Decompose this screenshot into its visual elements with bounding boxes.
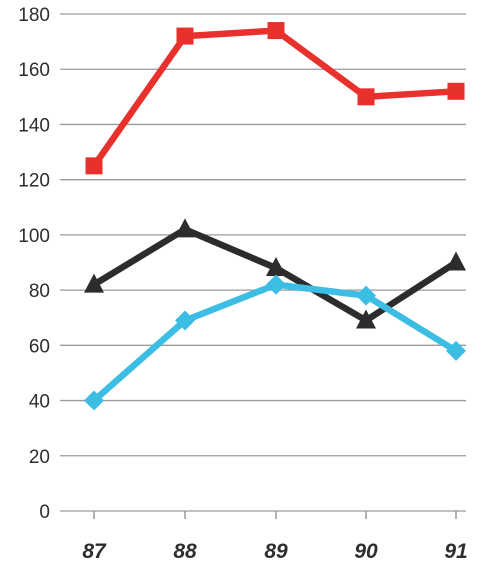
y-tick-label: 0 <box>39 502 50 523</box>
x-tick-label: 89 <box>264 540 288 563</box>
data-point-triangle-90 <box>356 309 376 329</box>
data-point-square-89 <box>267 22 285 40</box>
data-point-square-91 <box>447 82 465 100</box>
data-point-triangle-89 <box>266 257 286 277</box>
data-point-square-87 <box>85 157 103 175</box>
series-line <box>90 27 460 170</box>
y-tick-label: 180 <box>18 5 50 26</box>
x-axis-tick-labels: 87 88 89 90 91 <box>82 511 468 563</box>
y-tick-label: 100 <box>18 226 50 247</box>
data-point-diamond-91 <box>446 340 466 361</box>
data-point-triangle-91 <box>446 251 466 271</box>
y-tick-label: 140 <box>18 115 50 136</box>
y-tick-label: 60 <box>29 336 50 357</box>
x-tick-label: 91 <box>444 540 467 563</box>
series-square <box>85 22 465 175</box>
series-group <box>84 22 466 411</box>
data-point-diamond-90 <box>356 285 376 306</box>
data-point-diamond-89 <box>266 274 286 295</box>
y-tick-label: 80 <box>29 281 50 302</box>
x-tick-label: 90 <box>354 540 378 563</box>
data-point-triangle-88 <box>175 218 195 238</box>
data-point-square-90 <box>357 88 375 106</box>
series-triangle <box>84 218 466 329</box>
y-axis-tick-labels: 0 20 40 60 80 100 120 140 160 180 <box>18 5 50 523</box>
series-diamond <box>84 274 466 411</box>
data-point-diamond-87 <box>84 390 104 411</box>
x-tick-label: 87 <box>82 540 107 563</box>
y-tick-label: 20 <box>29 447 50 468</box>
data-point-square-88 <box>176 27 194 45</box>
data-point-diamond-88 <box>175 310 195 331</box>
y-tick-label: 40 <box>29 392 50 413</box>
data-point-triangle-87 <box>84 273 104 293</box>
x-tick-label: 88 <box>173 540 197 563</box>
y-tick-label: 120 <box>18 171 50 192</box>
y-tick-label: 160 <box>18 60 50 81</box>
series-line <box>90 281 460 404</box>
